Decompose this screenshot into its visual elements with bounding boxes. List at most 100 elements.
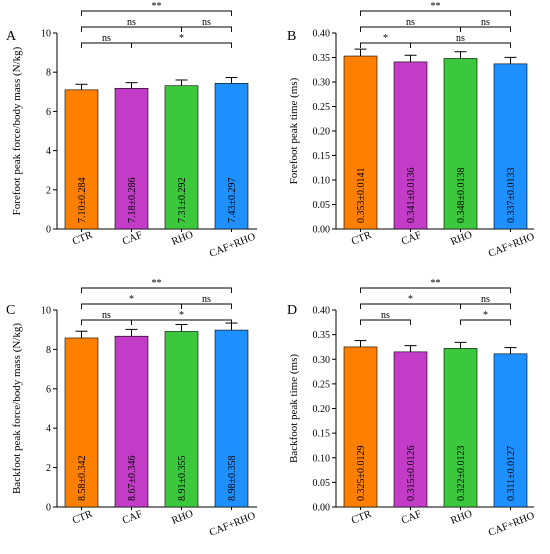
significance-label: ns: [127, 17, 136, 28]
x-tick-label: CAF: [400, 230, 423, 248]
x-tick-label: CTR: [71, 509, 94, 527]
x-tick-label: RHO: [449, 508, 474, 527]
significance-bracket: [131, 42, 232, 48]
bar-value-label: 7.10±0.284: [77, 178, 88, 224]
bar-caf-rho: [214, 83, 249, 230]
significance-label: *: [408, 294, 413, 305]
y-tick-label: 0.10: [313, 453, 331, 464]
y-tick-label: 0.30: [313, 355, 331, 366]
y-tick-label: 0.25: [313, 379, 331, 390]
significance-bracket: [460, 303, 511, 309]
bar-value-label: 0.325±0.0129: [356, 446, 367, 502]
y-tick-label: 0.20: [313, 127, 331, 138]
significance-label: ns: [202, 294, 211, 305]
panel-letter: D: [287, 303, 297, 318]
significance-bracket: [460, 319, 511, 325]
significance-bracket: [81, 10, 232, 16]
panel-C: C Backfoot peak force/body mass (N/kg) 0 2 4…: [6, 278, 257, 539]
y-tick-label: 4: [46, 424, 51, 435]
bar-value-label: 0.337±0.0133: [506, 168, 517, 224]
significance-bracket: [131, 319, 232, 325]
significance-label: ns: [456, 33, 465, 44]
y-tick-label: 0.30: [313, 78, 331, 89]
bar-rho: [164, 331, 199, 508]
bar-value-label: 0.311±0.0127: [506, 446, 517, 501]
bar-value-label: 8.58±0.342: [77, 456, 88, 502]
x-tick-label: CAF+RHO: [487, 510, 536, 539]
y-tick-label: 6: [46, 384, 51, 395]
panel-D: D Backfoot peak time (ms) 0.00 0.05 0.10 0.15…: [287, 278, 536, 539]
significance-label: ns: [102, 310, 111, 321]
bar-caf-rho: [493, 353, 528, 508]
y-tick-label: 8: [46, 68, 51, 79]
significance-bracket: [181, 26, 232, 32]
y-tick-label: 0.35: [313, 330, 331, 341]
significance-label: *: [129, 294, 134, 305]
significance-bracket: [81, 287, 232, 293]
significance-label: ns: [381, 310, 390, 321]
bar-ctr: [64, 337, 99, 508]
x-tick-label: CAF+RHO: [208, 231, 257, 260]
significance-label: ns: [202, 17, 211, 28]
y-tick-label: 4: [46, 146, 51, 157]
x-tick-label: CAF+RHO: [208, 510, 257, 539]
significance-label: *: [483, 310, 488, 321]
bar-ctr: [343, 346, 378, 508]
y-tick-label: 0.25: [313, 102, 331, 113]
y-tick-label: 0.40: [313, 29, 331, 40]
y-axis-label: Backfoot peak force/body mass (N/kg): [11, 323, 23, 494]
bar-caf-rho: [493, 63, 528, 230]
bar-value-label: 7.18±0.286: [127, 178, 138, 224]
bar-caf: [114, 87, 149, 230]
significance-label: *: [179, 310, 184, 321]
significance-label: ns: [102, 33, 111, 44]
bar-value-label: 8.91±0.355: [177, 456, 188, 502]
y-tick-label: 6: [46, 107, 51, 118]
x-tick-label: CAF: [121, 509, 144, 527]
y-tick-label: 0.20: [313, 404, 331, 415]
bar-caf: [393, 61, 428, 230]
bar-rho: [443, 348, 478, 508]
significance-label: **: [431, 1, 441, 12]
y-tick-label: 0: [46, 225, 51, 236]
panel-letter: B: [287, 29, 296, 44]
y-tick-label: 0: [46, 503, 51, 514]
bar-ctr: [64, 89, 99, 230]
y-tick-label: 0.15: [313, 151, 331, 162]
significance-label: ns: [481, 294, 490, 305]
y-axis-label: Forefoot peak time (ms): [288, 77, 300, 184]
significance-label: ns: [481, 17, 490, 28]
bar-caf: [393, 351, 428, 508]
y-tick-label: 10: [41, 306, 51, 317]
y-tick-label: 0.00: [313, 503, 331, 514]
x-tick-label: CTR: [71, 230, 94, 248]
bar-value-label: 0.315±0.0126: [406, 446, 417, 502]
significance-bracket: [360, 10, 511, 16]
bar-value-label: 0.348±0.0138: [456, 168, 467, 224]
bar-rho: [164, 85, 199, 230]
significance-bracket: [360, 319, 411, 325]
significance-label: **: [431, 278, 441, 289]
significance-label: ns: [406, 17, 415, 28]
y-tick-label: 0.10: [313, 176, 331, 187]
bar-value-label: 7.31±0.292: [177, 178, 188, 224]
panel-letter: C: [6, 303, 15, 318]
y-tick-label: 0.35: [313, 53, 331, 64]
y-tick-label: 2: [46, 463, 51, 474]
bar-value-label: 0.353±0.0141: [356, 168, 367, 224]
significance-label: **: [152, 278, 162, 289]
bar-value-label: 8.67±0.346: [127, 456, 138, 502]
x-tick-label: CTR: [350, 230, 373, 248]
y-tick-label: 0.05: [313, 200, 331, 211]
y-tick-label: 0.40: [313, 306, 331, 317]
x-tick-label: CTR: [350, 509, 373, 527]
significance-label: *: [179, 33, 184, 44]
bar-caf: [114, 335, 149, 508]
significance-bracket: [460, 26, 511, 32]
y-tick-label: 0.15: [313, 429, 331, 440]
bar-value-label: 0.322±0.0123: [456, 446, 467, 502]
y-tick-label: 0.00: [313, 225, 331, 236]
significance-bracket: [410, 42, 511, 48]
